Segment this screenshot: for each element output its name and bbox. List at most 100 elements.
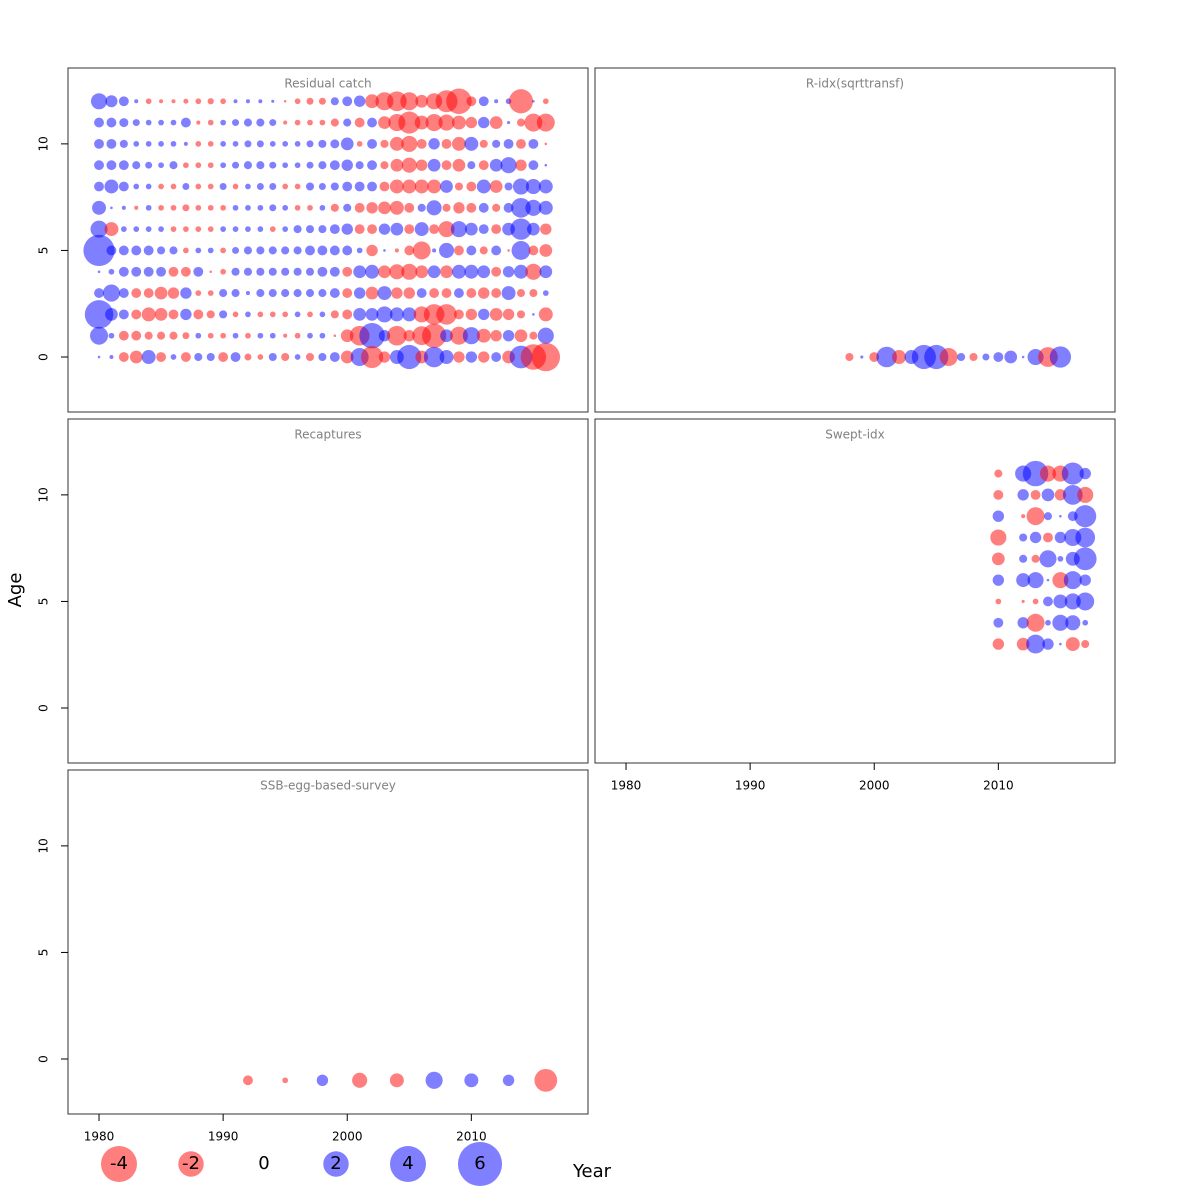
bubble [156, 266, 167, 277]
bubble [209, 270, 212, 274]
bubble [207, 119, 214, 126]
bubble [118, 266, 129, 277]
bubble [207, 204, 214, 211]
bubble [220, 226, 226, 232]
bubble [281, 267, 290, 276]
bubble [305, 267, 315, 276]
bubble [243, 1075, 253, 1086]
bubble [389, 179, 404, 194]
bubble [131, 288, 142, 299]
bubble [220, 268, 226, 275]
bubble [539, 265, 553, 279]
bubble [464, 1073, 479, 1088]
bubble [536, 113, 555, 132]
bubble [446, 88, 472, 114]
bubble [256, 118, 265, 127]
bubble [306, 161, 314, 169]
bubble [102, 284, 120, 302]
bubble [195, 290, 202, 296]
bubble [257, 354, 264, 360]
bubble [305, 182, 315, 191]
bubble [1065, 637, 1080, 652]
bubble [491, 224, 502, 235]
bubble [939, 348, 958, 367]
bubble [367, 160, 377, 171]
legend-label: 4 [402, 1153, 413, 1174]
bubble [465, 308, 478, 321]
bubble [220, 332, 226, 339]
bubble [464, 136, 479, 151]
bubble [492, 139, 501, 148]
bubble [401, 157, 417, 173]
bubble [232, 311, 239, 318]
bubble [170, 354, 177, 360]
bubble [145, 141, 152, 147]
bubble [524, 113, 543, 132]
bubble [397, 344, 422, 370]
bubble [220, 141, 226, 147]
bubble [158, 226, 164, 232]
bubble [441, 160, 452, 171]
bubble [450, 221, 467, 238]
bubble [1019, 533, 1028, 542]
bubble [390, 158, 404, 172]
bubble [378, 201, 391, 215]
bubble [194, 352, 203, 362]
bubble [378, 223, 391, 235]
bubble [529, 331, 538, 340]
bubble [167, 287, 180, 299]
bubble [269, 311, 276, 318]
bubble [244, 140, 252, 148]
bubble [540, 223, 552, 235]
bubble [219, 310, 228, 319]
bubble [454, 182, 463, 191]
bubble [1016, 573, 1031, 588]
bubble [281, 289, 290, 298]
bubble [367, 181, 377, 192]
bubble [341, 159, 353, 171]
bubble [380, 161, 389, 170]
bubble [451, 115, 466, 130]
bubble [319, 332, 326, 339]
bubble [245, 183, 251, 190]
bubble [269, 119, 277, 127]
bubble [243, 246, 252, 255]
bubble [330, 139, 340, 149]
bubble [478, 116, 490, 129]
bubble [269, 161, 277, 169]
bubble [1045, 619, 1051, 626]
bubble [414, 115, 429, 130]
bubble [466, 202, 477, 213]
bubble [195, 162, 202, 169]
y-tick-label: 0 [37, 704, 51, 712]
y-tick-label: 0 [37, 353, 51, 361]
bubble [449, 326, 468, 345]
bubble [1074, 505, 1097, 528]
bubble [283, 99, 287, 103]
bubble [453, 202, 465, 214]
panel-title: Residual catch [284, 77, 371, 91]
bubble [121, 205, 126, 210]
bubble [307, 204, 313, 211]
bubble [353, 308, 367, 321]
bubble [503, 138, 514, 149]
bubble [477, 265, 491, 279]
bubble [145, 119, 152, 126]
bubble [180, 352, 191, 362]
bubble [207, 98, 214, 105]
bubble [154, 286, 168, 300]
bubble [131, 245, 142, 256]
bubble [531, 342, 561, 372]
bubble [504, 182, 513, 191]
bubble [207, 247, 214, 254]
bubble [389, 1073, 404, 1088]
bubble [330, 182, 339, 191]
bubble [427, 265, 441, 279]
bubble [489, 158, 503, 172]
bubble [993, 489, 1004, 500]
bubble [492, 203, 501, 212]
bubble [404, 202, 415, 213]
bubble [1065, 615, 1081, 631]
bubble [318, 161, 327, 170]
